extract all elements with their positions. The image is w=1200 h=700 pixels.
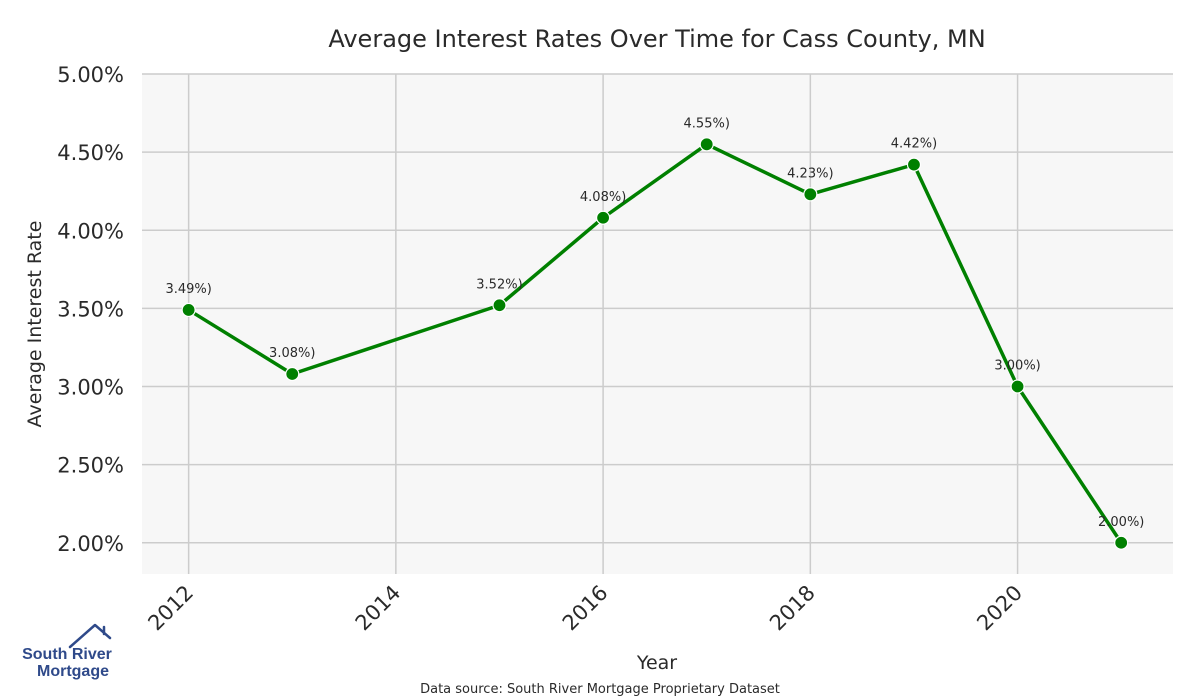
- x-axis-ticks: 2012 2014 2016 2018 2020: [143, 581, 1027, 636]
- y-tick-label: 3.00%: [57, 376, 124, 400]
- chart-title: Average Interest Rates Over Time for Cas…: [328, 25, 985, 53]
- x-axis-label: Year: [636, 652, 677, 674]
- data-point: [906, 157, 922, 172]
- series-line: [181, 137, 1129, 550]
- y-axis-label: Average Interest Rate: [24, 221, 46, 428]
- y-tick-label: 2.50%: [57, 454, 124, 478]
- data-point: [699, 137, 714, 152]
- data-label: 4.42%): [891, 137, 937, 152]
- x-tick-label: 2018: [765, 581, 820, 636]
- x-tick-label: 2020: [972, 581, 1027, 636]
- y-tick-label: 2.00%: [57, 532, 124, 556]
- data-point: [1010, 379, 1025, 394]
- y-tick-label: 5.00%: [57, 63, 124, 87]
- data-label: 3.52%): [476, 277, 522, 292]
- logo-line-2: Mortgage: [37, 663, 109, 680]
- logo-line-1: South River: [22, 646, 112, 663]
- x-tick-label: 2016: [558, 581, 613, 636]
- x-tick-label: 2014: [351, 581, 406, 636]
- data-point: [803, 187, 818, 202]
- y-tick-label: 4.00%: [57, 219, 124, 243]
- data-point: [1114, 535, 1129, 550]
- y-tick-label: 3.50%: [57, 297, 124, 321]
- data-labels: 3.49%) 3.08%) 3.52%) 4.08%) 4.55%) 4.23%) 4.42…: [165, 116, 1144, 529]
- data-point: [181, 302, 196, 318]
- y-axis-ticks: 2.00% 2.50% 3.00% 3.50% 4.00% 4.50% 5.00%: [57, 63, 124, 556]
- data-label: 4.08%): [580, 190, 626, 205]
- company-logo: South River Mortgage: [22, 623, 112, 680]
- plot-background: [142, 74, 1173, 574]
- y-tick-label: 4.50%: [57, 141, 124, 165]
- data-source-note: Data source: South River Mortgage Propri…: [420, 682, 780, 697]
- data-label: 3.49%): [165, 282, 211, 297]
- data-label: 4.23%): [787, 166, 833, 181]
- house-roof-icon: [68, 623, 112, 649]
- grid-lines: [142, 73, 1173, 574]
- data-point: [596, 210, 611, 225]
- data-point: [492, 298, 507, 313]
- x-tick-label: 2012: [143, 581, 198, 636]
- data-label: 3.00%): [994, 359, 1040, 374]
- data-label: 4.55%): [684, 116, 730, 131]
- data-label: 3.08%): [269, 346, 315, 361]
- data-point: [285, 366, 300, 382]
- data-label: 2.00%): [1098, 515, 1144, 530]
